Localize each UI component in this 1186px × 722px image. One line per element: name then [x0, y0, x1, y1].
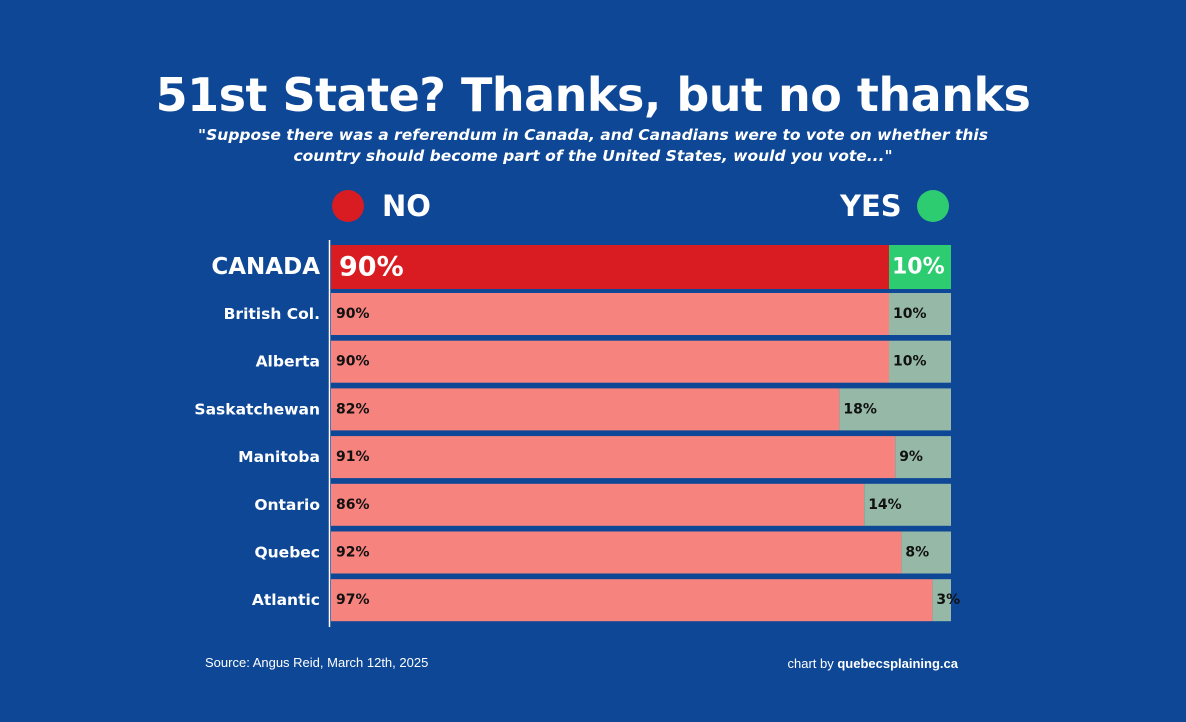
data-label-no-alberta: 90% — [336, 354, 370, 370]
bar-no-atlantic — [331, 579, 933, 622]
bar-yes-alberta — [889, 340, 951, 383]
data-label-yes-canada: 10% — [892, 255, 945, 280]
category-label-ontario: Ontario — [254, 496, 320, 514]
bar-no-alberta — [331, 340, 889, 383]
bar-yes-quebec — [901, 531, 951, 574]
bar-no-saskatchewan — [331, 388, 840, 431]
bar-no-quebec — [331, 531, 902, 574]
data-label-yes-quebec: 8% — [905, 545, 929, 561]
credit-prefix: chart by — [787, 656, 838, 671]
chart-credit: chart by quebecsplaining.ca — [787, 656, 958, 671]
data-label-yes-atlantic: 3% — [936, 592, 960, 608]
category-label-british-col: British Col. — [224, 305, 320, 323]
legend-no-swatch — [332, 190, 364, 222]
bar-yes-atlantic — [932, 579, 951, 622]
category-label-saskatchewan: Saskatchewan — [194, 400, 320, 418]
data-label-no-atlantic: 97% — [336, 592, 370, 608]
source-note: Source: Angus Reid, March 12th, 2025 — [205, 655, 429, 670]
bar-yes-saskatchewan — [839, 388, 951, 431]
category-label-manitoba: Manitoba — [238, 448, 320, 466]
data-label-yes-alberta: 10% — [893, 354, 927, 370]
data-label-yes-saskatchewan: 18% — [843, 401, 877, 417]
bar-no-ontario — [331, 483, 865, 526]
bar-yes-canada — [889, 245, 951, 289]
chart-subtitle: "Suppose there was a referendum in Canad… — [198, 126, 988, 165]
data-label-no-canada: 90% — [339, 252, 404, 283]
category-label-alberta: Alberta — [256, 353, 320, 371]
data-label-no-manitoba: 91% — [336, 449, 370, 465]
data-label-no-ontario: 86% — [336, 497, 370, 513]
bar-no-british-col — [331, 293, 889, 335]
bar-yes-ontario — [864, 483, 951, 526]
data-label-no-british-col: 90% — [336, 306, 370, 322]
data-label-no-quebec: 92% — [336, 545, 370, 561]
category-label-atlantic: Atlantic — [252, 591, 320, 609]
credit-site: quebecsplaining.ca — [837, 656, 958, 671]
category-label-canada: CANADA — [211, 254, 320, 280]
bar-yes-british-col — [889, 293, 951, 335]
data-label-no-saskatchewan: 82% — [336, 401, 370, 417]
chart-title: 51st State? Thanks, but no thanks — [155, 68, 1031, 122]
data-label-yes-ontario: 14% — [868, 497, 902, 513]
legend-yes-label: YES — [840, 189, 902, 223]
legend-yes-swatch — [917, 190, 949, 222]
category-label-quebec: Quebec — [254, 544, 320, 562]
data-label-yes-british-col: 10% — [893, 306, 927, 322]
bar-no-canada — [331, 245, 889, 289]
data-label-yes-manitoba: 9% — [899, 449, 923, 465]
legend-no-label: NO — [382, 189, 431, 223]
bar-yes-manitoba — [895, 436, 951, 479]
bar-no-manitoba — [331, 436, 896, 479]
